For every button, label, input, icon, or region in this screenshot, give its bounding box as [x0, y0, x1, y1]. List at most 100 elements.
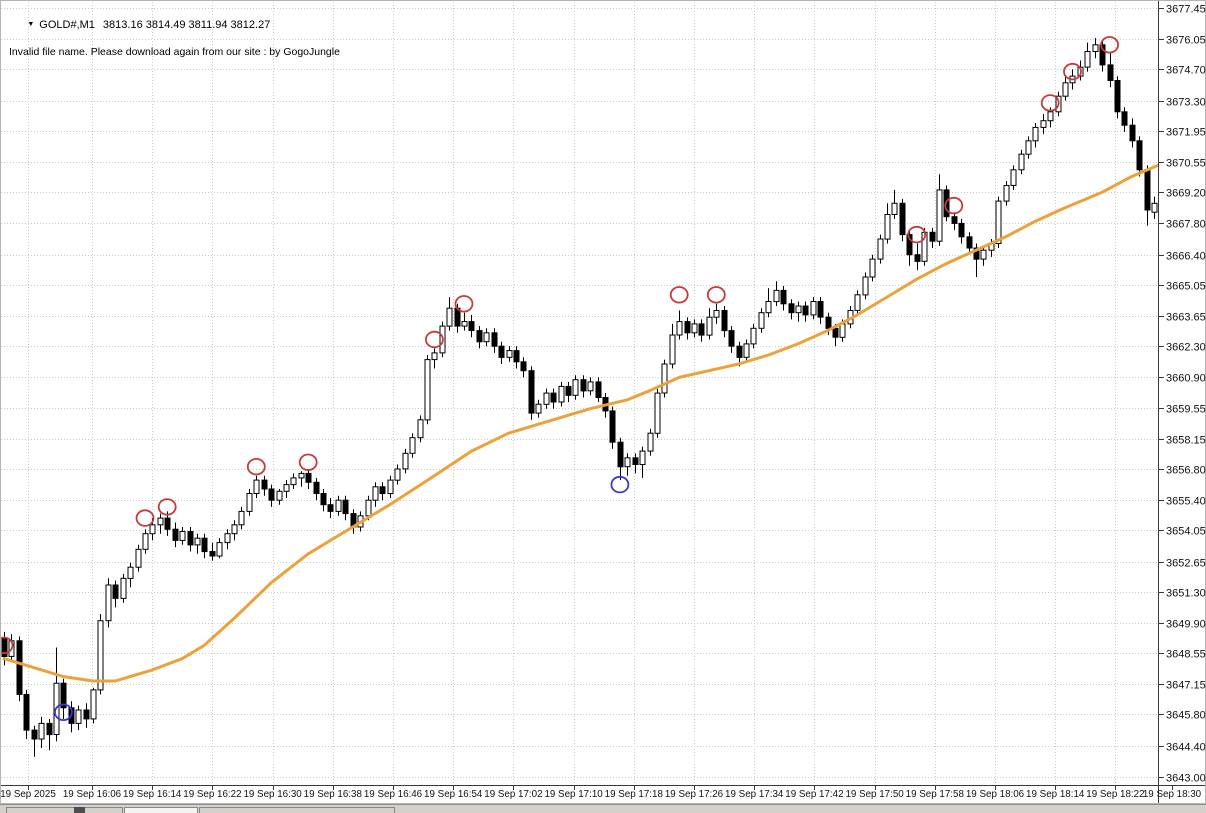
bull-candle [1003, 185, 1010, 202]
buy-signal-circle[interactable] [610, 475, 630, 494]
bull-candle [1040, 120, 1047, 128]
bull-candle [750, 327, 757, 345]
bull-candle [980, 249, 987, 260]
bear-candle [617, 441, 624, 468]
grid [1, 2, 1158, 785]
bear-candle [60, 682, 67, 709]
bull-candle [558, 385, 565, 403]
bull-candle [572, 379, 579, 396]
bull-candle [810, 301, 817, 316]
time-axis-label: 19 Sep 16:22 [183, 789, 241, 800]
bear-candle [832, 327, 839, 338]
ohlc-values: 3813.16 3814.49 3811.94 3812.27 [102, 19, 271, 31]
bear-candle [1136, 140, 1143, 171]
bull-candle [127, 566, 134, 579]
bull-candle [535, 403, 542, 414]
bear-candle [476, 330, 483, 343]
bear-candle [802, 305, 809, 316]
time-axis-label: 19 Sep 18:30 [1143, 789, 1202, 800]
bull-candle [1018, 153, 1025, 171]
bear-candle [929, 231, 936, 242]
bear-candle [1121, 111, 1128, 126]
price-axis-label: 3667.80 [1166, 219, 1206, 231]
bull-candle [669, 334, 676, 365]
sell-signal-circle[interactable] [454, 295, 474, 313]
buy-signal-circle[interactable] [54, 703, 73, 722]
bear-candle [1144, 169, 1151, 211]
bull-candle [639, 450, 646, 466]
sell-signal-circle[interactable] [669, 286, 689, 304]
bull-candle [409, 437, 416, 454]
chart-tab-active[interactable] [124, 807, 198, 813]
time-axis-label: 19 Sep 2025 [0, 789, 56, 800]
sell-signal-circle[interactable] [298, 453, 318, 472]
indicator-warning-text: Invalid file name. Please download again… [9, 46, 340, 58]
sell-signal-circle[interactable] [135, 509, 155, 527]
bull-candle [424, 359, 431, 421]
bear-candle [595, 381, 602, 398]
price-axis-label: 3677.45 [1166, 4, 1206, 16]
chevron-down-icon[interactable]: ▼ [27, 21, 35, 28]
chart-plot-area[interactable] [1, 1, 1157, 785]
sell-signal-circle[interactable] [1040, 94, 1060, 112]
bear-candle [201, 537, 208, 553]
price-axis-label: 3659.55 [1166, 404, 1206, 416]
bear-candle [313, 481, 320, 494]
bull-candle [1062, 82, 1069, 97]
bull-candle [1092, 44, 1099, 52]
bear-candle [491, 332, 498, 347]
bear-candle [112, 584, 119, 599]
sell-signal-circle[interactable] [944, 196, 964, 215]
bull-candle [758, 312, 765, 329]
chart-tabs-bar[interactable] [0, 804, 1206, 813]
bull-candle [135, 548, 142, 568]
bear-candle [721, 310, 728, 332]
bull-candle [877, 238, 884, 260]
bear-candle [609, 410, 616, 443]
bull-candle [142, 533, 149, 550]
bull-candle [417, 419, 424, 439]
price-axis[interactable]: 3677.45 3676.05 3674.70 3673.30 3671.95 3670.… [1159, 4, 1206, 785]
bull-candle [1032, 126, 1039, 142]
bear-candle [513, 350, 520, 363]
sell-signal-circle[interactable] [706, 286, 726, 304]
time-axis-label: 19 Sep 18:14 [1026, 789, 1085, 800]
bull-candle [290, 477, 297, 486]
bull-candle [276, 490, 283, 501]
bull-candle [936, 189, 943, 242]
bear-candle [31, 729, 38, 740]
tab-drag-handle[interactable] [74, 807, 85, 813]
bear-candle [46, 722, 53, 736]
bull-candle [839, 323, 846, 338]
bull-candle [238, 510, 245, 526]
bear-candle [320, 493, 327, 506]
bull-candle [506, 350, 513, 358]
bear-candle [736, 345, 743, 358]
chart-tab[interactable] [6, 807, 123, 813]
time-axis[interactable]: 19 Sep 2025 19 Sep 16:06 19 Sep 16:14 19 Se… [0, 786, 1202, 800]
sell-signal-circle[interactable] [157, 498, 177, 516]
sell-signal-circle[interactable] [0, 636, 14, 654]
bull-candle [298, 472, 305, 479]
sell-signal-circle[interactable] [246, 458, 266, 476]
bull-candle [387, 479, 394, 495]
bull-candle [246, 493, 253, 512]
bull-candle [647, 432, 654, 452]
bull-candle [157, 517, 164, 526]
bull-candle [854, 294, 861, 311]
bear-candle [209, 551, 216, 557]
chart-tab[interactable] [199, 807, 395, 813]
bear-candle [951, 216, 958, 224]
bear-candle [164, 517, 171, 530]
sell-signal-circle[interactable] [1100, 36, 1119, 54]
sell-signal-circle[interactable] [1063, 62, 1082, 81]
bull-candle [179, 531, 186, 541]
price-axis-label: 3656.80 [1166, 465, 1206, 477]
bull-candle [231, 524, 238, 535]
bull-candle [884, 214, 891, 240]
sell-signal-circle[interactable] [907, 225, 927, 244]
sell-signal-circle[interactable] [424, 330, 444, 349]
price-axis-label: 3665.05 [1166, 281, 1206, 293]
